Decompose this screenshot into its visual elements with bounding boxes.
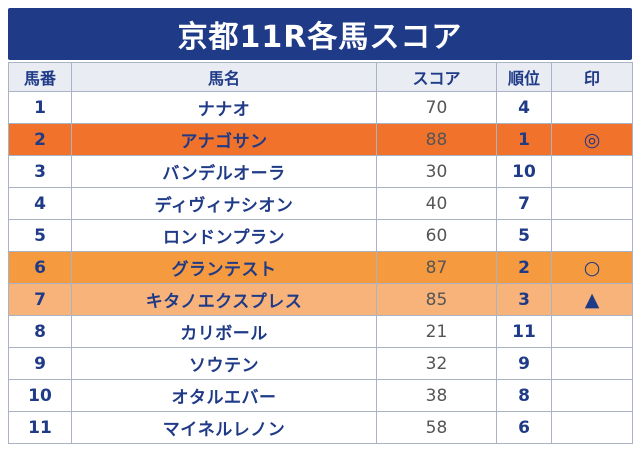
horse-number: 6: [8, 251, 72, 284]
horse-mark: [551, 315, 633, 348]
header-name: 馬名: [71, 62, 377, 92]
table-row: 7 キタノエクスプレス 85 3 ▲: [8, 283, 633, 316]
horse-mark: [551, 155, 633, 188]
horse-name: ディヴィナシオン: [71, 187, 377, 220]
horse-number: 3: [8, 155, 72, 188]
horse-rank: 8: [496, 379, 552, 412]
horse-number: 1: [8, 91, 72, 124]
horse-score: 60: [376, 219, 497, 252]
horse-name: カリボール: [71, 315, 377, 348]
horse-score: 88: [376, 123, 497, 156]
horse-name: オタルエバー: [71, 379, 377, 412]
horse-rank: 7: [496, 187, 552, 220]
horse-rank: 3: [496, 283, 552, 316]
horse-number: 10: [8, 379, 72, 412]
table-title: 京都11R各馬スコア: [8, 8, 632, 60]
horse-score: 58: [376, 411, 497, 444]
horse-name: アナゴサン: [71, 123, 377, 156]
table-row: 3 バンデルオーラ 30 10: [8, 155, 633, 188]
horse-name: ロンドンプラン: [71, 219, 377, 252]
horse-rank: 4: [496, 91, 552, 124]
table-row: 2 アナゴサン 88 1 ◎: [8, 123, 633, 156]
double-circle-mark-icon: ◎: [551, 123, 633, 156]
header-mark: 印: [551, 62, 633, 92]
table-row: 4 ディヴィナシオン 40 7: [8, 187, 633, 220]
horse-name: ソウテン: [71, 347, 377, 380]
table-header-row: 馬番 馬名 スコア 順位 印: [8, 62, 633, 92]
table-row: 6 グランテスト 87 2 ○: [8, 251, 633, 284]
horse-name: マイネルレノン: [71, 411, 377, 444]
horse-score: 87: [376, 251, 497, 284]
horse-rank: 10: [496, 155, 552, 188]
horse-score-table: 馬番 馬名 スコア 順位 印 1 ナナオ 70 4 2 アナゴサン 88 1 ◎: [8, 62, 633, 444]
table-row: 10 オタルエバー 38 8: [8, 379, 633, 412]
horse-rank: 11: [496, 315, 552, 348]
header-rank: 順位: [496, 62, 552, 92]
horse-score: 21: [376, 315, 497, 348]
horse-number: 4: [8, 187, 72, 220]
horse-rank: 2: [496, 251, 552, 284]
horse-score: 32: [376, 347, 497, 380]
horse-score: 40: [376, 187, 497, 220]
horse-number: 8: [8, 315, 72, 348]
horse-score: 70: [376, 91, 497, 124]
table-row: 9 ソウテン 32 9: [8, 347, 633, 380]
horse-name: ナナオ: [71, 91, 377, 124]
horse-mark: [551, 411, 633, 444]
horse-mark: [551, 91, 633, 124]
horse-mark: [551, 347, 633, 380]
table-row: 5 ロンドンプラン 60 5: [8, 219, 633, 252]
horse-number: 5: [8, 219, 72, 252]
table-row: 8 カリボール 21 11: [8, 315, 633, 348]
triangle-mark-icon: ▲: [551, 283, 633, 316]
horse-score: 30: [376, 155, 497, 188]
horse-number: 7: [8, 283, 72, 316]
header-number: 馬番: [8, 62, 72, 92]
horse-number: 2: [8, 123, 72, 156]
circle-mark-icon: ○: [551, 251, 633, 284]
horse-mark: [551, 187, 633, 220]
horse-mark: [551, 219, 633, 252]
horse-rank: 1: [496, 123, 552, 156]
horse-name: グランテスト: [71, 251, 377, 284]
horse-name: キタノエクスプレス: [71, 283, 377, 316]
table-row: 11 マイネルレノン 58 6: [8, 411, 633, 444]
header-score: スコア: [376, 62, 497, 92]
horse-score: 38: [376, 379, 497, 412]
horse-name: バンデルオーラ: [71, 155, 377, 188]
horse-rank: 9: [496, 347, 552, 380]
horse-mark: [551, 379, 633, 412]
horse-rank: 6: [496, 411, 552, 444]
horse-number: 9: [8, 347, 72, 380]
horse-score: 85: [376, 283, 497, 316]
table-row: 1 ナナオ 70 4: [8, 91, 633, 124]
horse-rank: 5: [496, 219, 552, 252]
horse-number: 11: [8, 411, 72, 444]
